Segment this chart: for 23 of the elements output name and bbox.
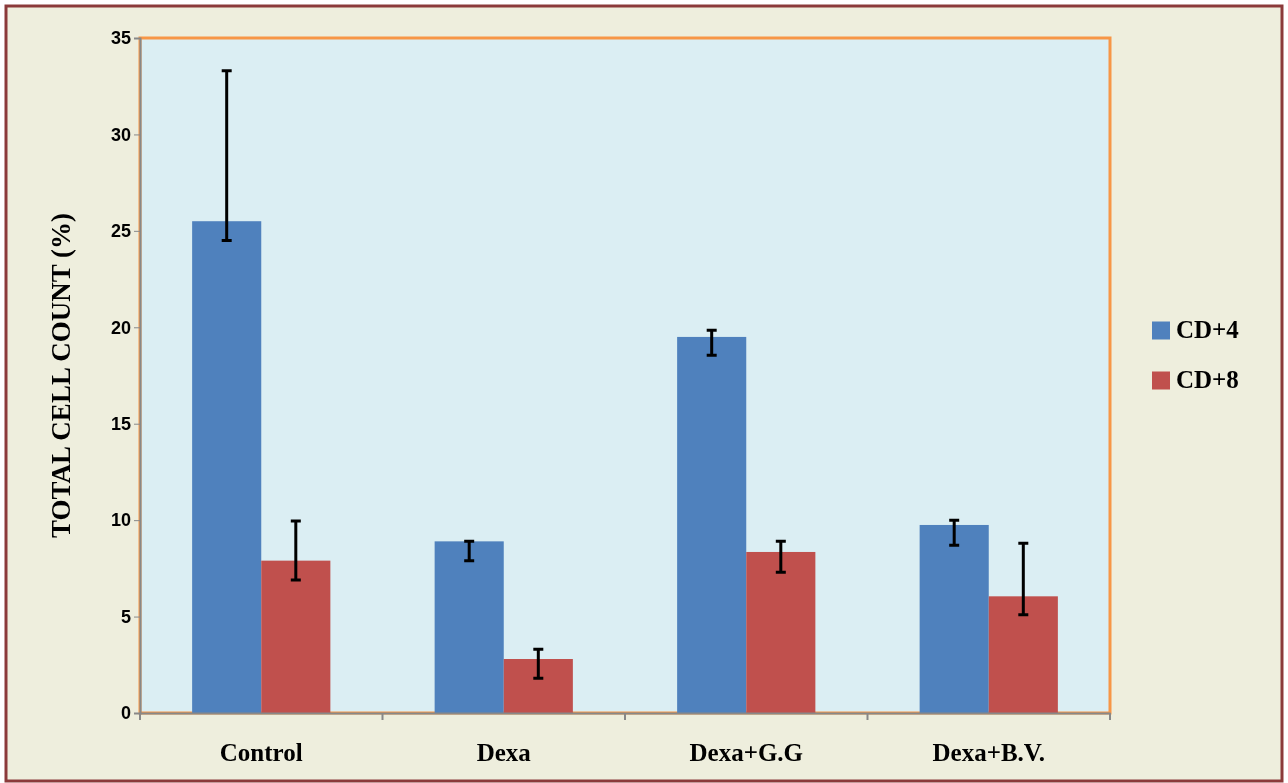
y-tick-label: 20 [110,317,131,338]
y-tick-label: 25 [110,221,131,242]
bar [919,524,989,713]
bar [434,541,504,713]
x-tick-label: Dexa+G.G [689,738,804,766]
bar [988,596,1058,713]
y-tick-label: 5 [120,606,131,627]
bar [503,659,573,713]
legend-label: CD+4 [1176,315,1240,343]
bar [746,551,816,713]
y-tick-label: 30 [110,124,131,145]
y-tick-label: 10 [110,510,131,531]
y-axis-title: TOTAL CELL COUNT (%) [46,213,76,538]
x-tick-label: Dexa [476,738,532,766]
bar [261,560,331,713]
y-tick-label: 35 [110,28,131,49]
y-tick-label: 0 [120,703,131,724]
legend-label: CD+8 [1176,365,1239,393]
bar [677,336,747,713]
bar [192,221,262,713]
x-tick-label: Dexa+B.V. [932,738,1045,766]
x-tick-label: Control [219,738,303,766]
y-tick-label: 15 [110,413,131,434]
